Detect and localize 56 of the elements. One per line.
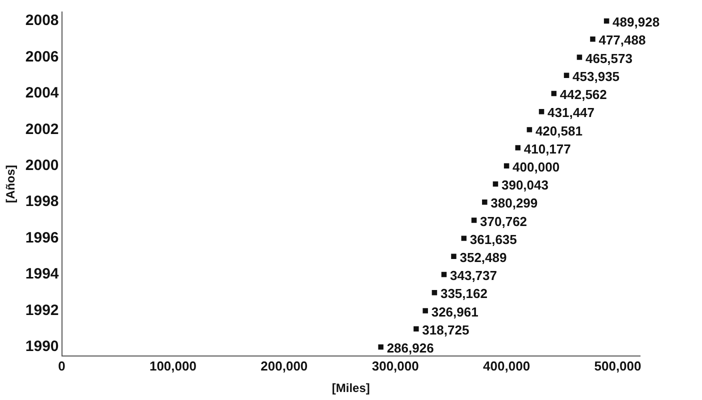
point (590, 36, 596, 42)
data-label: 380,299 (490, 196, 538, 211)
data-label: 477,488 (598, 32, 646, 48)
point (504, 163, 510, 169)
point (482, 199, 488, 205)
data-label: 431,447 (548, 105, 595, 120)
point (441, 272, 447, 278)
point (414, 326, 419, 332)
data-label: 400,000 (512, 159, 560, 174)
point (564, 72, 570, 78)
data-label: 420,581 (535, 123, 582, 138)
x-axis-title: [Miles] (332, 381, 370, 396)
y-tick-label: 1998 (25, 193, 59, 210)
y-tick-label: 1994 (25, 266, 60, 283)
data-label: 489,928 (612, 14, 660, 30)
y-tick-label: 2004 (25, 84, 60, 102)
y-axis-title: [Años] (4, 165, 18, 203)
point (451, 254, 456, 260)
data-label: 410,177 (524, 141, 571, 156)
x-tick-label: 0 (58, 358, 66, 374)
data-label: 335,162 (440, 286, 488, 302)
x-tick-label: 400,000 (483, 358, 530, 374)
data-label: 442,562 (560, 87, 607, 102)
x-tick-label: 200,000 (260, 358, 308, 374)
data-label: 343,737 (450, 268, 497, 284)
y-tick-label: 2002 (25, 120, 59, 138)
point (551, 90, 557, 96)
data-label: 361,635 (470, 232, 517, 247)
y-tick-label: 1990 (25, 338, 59, 356)
data-label: 370,762 (480, 214, 528, 229)
x-tick-label: 100,000 (149, 358, 196, 374)
point (422, 308, 428, 314)
data-label: 326,961 (431, 304, 478, 320)
data-label: 318,725 (422, 322, 470, 338)
y-tick-label: 1992 (25, 302, 59, 319)
point (538, 108, 544, 114)
y-tick-label: 1996 (25, 229, 59, 246)
point (604, 18, 610, 24)
data-label: 453,935 (572, 68, 620, 84)
point (471, 218, 477, 223)
point (576, 54, 582, 60)
point (526, 127, 532, 132)
point (492, 181, 498, 187)
point (515, 145, 520, 150)
y-tick-label: 2006 (25, 48, 59, 66)
point (461, 236, 467, 241)
y-tick-label: 2008 (25, 12, 59, 30)
data-label: 286,926 (386, 340, 434, 356)
data-label: 390,043 (501, 178, 548, 193)
x-tick-label: 300,000 (372, 358, 419, 374)
point (432, 290, 438, 296)
x-tick-label: 500,000 (594, 358, 642, 374)
point (378, 344, 384, 350)
data-label: 465,573 (585, 50, 632, 66)
data-label: 352,489 (460, 250, 507, 265)
y-tick-label: 2000 (25, 157, 59, 174)
